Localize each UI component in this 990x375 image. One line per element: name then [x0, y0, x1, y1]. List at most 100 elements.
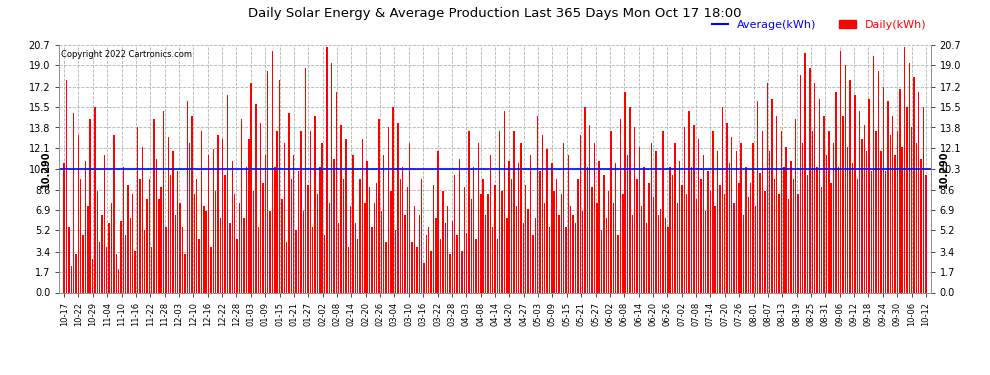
Bar: [478, 143, 479, 292]
Bar: [904, 47, 905, 292]
Bar: [487, 195, 489, 292]
Bar: [632, 215, 633, 292]
Bar: [298, 171, 299, 292]
Bar: [111, 203, 112, 292]
Bar: [341, 125, 342, 292]
Bar: [528, 209, 529, 292]
Bar: [575, 223, 576, 292]
Text: Daily Solar Energy & Average Production Last 365 Days Mon Oct 17 18:00: Daily Solar Energy & Average Production …: [248, 8, 742, 21]
Bar: [807, 176, 808, 292]
Bar: [688, 111, 690, 292]
Bar: [162, 111, 164, 292]
Bar: [454, 176, 455, 292]
Bar: [783, 167, 784, 292]
Bar: [553, 191, 554, 292]
Bar: [809, 68, 811, 292]
Bar: [446, 206, 448, 292]
Bar: [281, 199, 283, 292]
Bar: [208, 155, 209, 292]
Bar: [906, 107, 908, 292]
Bar: [615, 164, 617, 292]
Bar: [655, 152, 656, 292]
Bar: [416, 247, 418, 292]
Bar: [120, 221, 122, 292]
Bar: [470, 199, 472, 292]
Bar: [456, 235, 457, 292]
Bar: [198, 239, 200, 292]
Bar: [244, 218, 245, 292]
Bar: [255, 104, 256, 292]
Bar: [257, 227, 259, 292]
Bar: [412, 242, 413, 292]
Bar: [909, 63, 910, 292]
Bar: [696, 199, 697, 292]
Bar: [151, 247, 152, 292]
Bar: [601, 230, 602, 292]
Bar: [736, 152, 738, 292]
Bar: [868, 99, 870, 292]
Bar: [310, 131, 311, 292]
Bar: [380, 211, 382, 292]
Bar: [856, 179, 858, 292]
Bar: [89, 119, 91, 292]
Bar: [475, 239, 477, 292]
Bar: [548, 227, 550, 292]
Bar: [196, 179, 197, 292]
Bar: [821, 187, 823, 292]
Bar: [366, 161, 368, 292]
Bar: [530, 155, 532, 292]
Bar: [148, 179, 150, 292]
Bar: [710, 191, 711, 292]
Bar: [248, 140, 249, 292]
Bar: [691, 167, 692, 292]
Bar: [634, 128, 636, 292]
Bar: [473, 167, 474, 292]
Bar: [206, 211, 207, 292]
Bar: [326, 47, 328, 292]
Bar: [788, 199, 789, 292]
Bar: [642, 206, 643, 292]
Bar: [560, 195, 562, 292]
Bar: [863, 125, 865, 292]
Bar: [622, 195, 624, 292]
Bar: [759, 173, 761, 292]
Bar: [506, 218, 508, 292]
Bar: [485, 215, 486, 292]
Bar: [135, 251, 136, 292]
Bar: [669, 167, 671, 292]
Bar: [793, 179, 794, 292]
Bar: [660, 209, 661, 292]
Bar: [397, 123, 399, 292]
Bar: [331, 63, 333, 292]
Bar: [676, 203, 678, 292]
Bar: [431, 251, 432, 292]
Bar: [229, 223, 231, 292]
Bar: [565, 227, 566, 292]
Bar: [303, 211, 304, 292]
Bar: [118, 268, 119, 292]
Bar: [426, 235, 427, 292]
Bar: [343, 179, 345, 292]
Bar: [497, 239, 498, 292]
Text: Copyright 2022 Cartronics.com: Copyright 2022 Cartronics.com: [61, 50, 192, 59]
Bar: [392, 107, 394, 292]
Bar: [153, 119, 154, 292]
Bar: [191, 116, 193, 292]
Bar: [686, 195, 687, 292]
Bar: [525, 185, 527, 292]
Bar: [438, 152, 439, 292]
Bar: [785, 147, 787, 292]
Bar: [274, 167, 275, 292]
Bar: [395, 230, 396, 292]
Bar: [128, 185, 129, 292]
Bar: [220, 218, 221, 292]
Bar: [225, 176, 226, 292]
Bar: [630, 107, 631, 292]
Bar: [897, 131, 898, 292]
Bar: [295, 230, 297, 292]
Bar: [286, 242, 287, 292]
Bar: [424, 262, 425, 292]
Bar: [579, 135, 581, 292]
Bar: [267, 71, 268, 292]
Bar: [501, 191, 503, 292]
